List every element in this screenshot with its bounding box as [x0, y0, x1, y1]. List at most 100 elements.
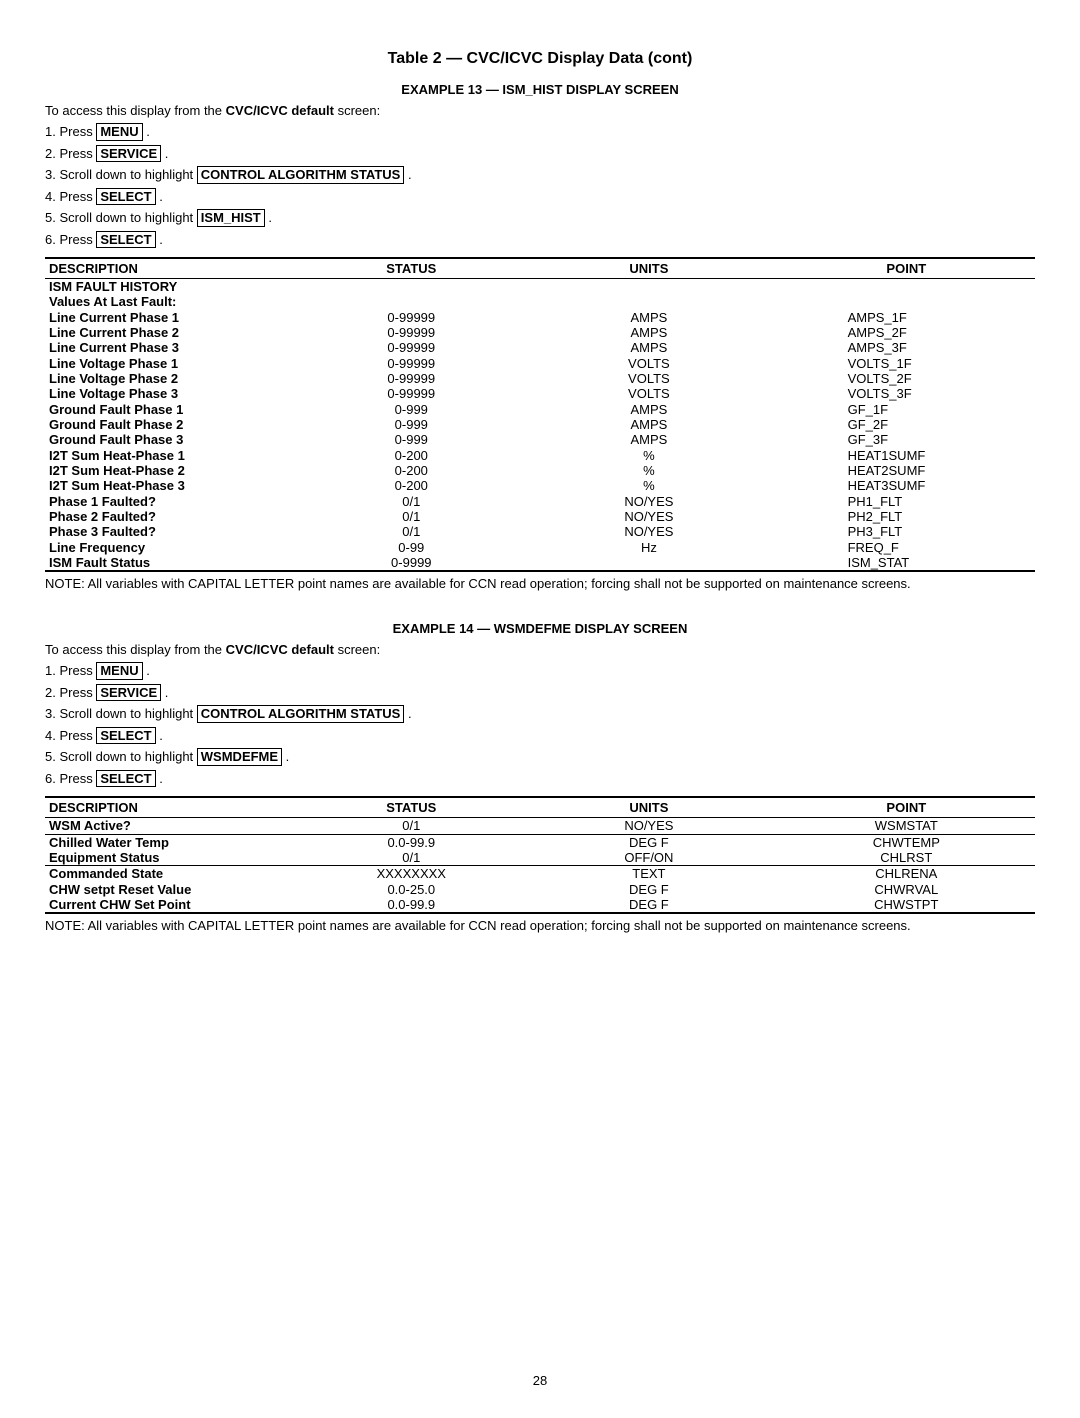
cell-units: DEG F	[520, 834, 777, 850]
step-post: .	[404, 706, 411, 721]
example13-header: EXAMPLE 13 — ISM_HIST DISPLAY SCREEN	[45, 82, 1035, 97]
intro-suffix: screen:	[334, 103, 380, 118]
cell-description: Current CHW Set Point	[45, 897, 302, 913]
cell-status: 0.0-99.9	[302, 834, 520, 850]
table-row: Line Current Phase 10-99999AMPSAMPS_1F	[45, 310, 1035, 325]
cell-description: ISM Fault Status	[45, 555, 302, 571]
table-row: Phase 2 Faulted?0/1NO/YESPH2_FLT	[45, 509, 1035, 524]
cell-point: CHLRENA	[778, 866, 1035, 882]
cell-point: CHLRST	[778, 850, 1035, 866]
step-post: .	[156, 189, 163, 204]
cell-description: WSM Active?	[45, 818, 302, 834]
cell-units: VOLTS	[520, 371, 777, 386]
cell-units: NO/YES	[520, 524, 777, 539]
cell-description: Phase 2 Faulted?	[45, 509, 302, 524]
intro-suffix: screen:	[334, 642, 380, 657]
table-row: Line Voltage Phase 10-99999VOLTSVOLTS_1F	[45, 356, 1035, 371]
cell-point: GF_3F	[778, 432, 1035, 447]
th-description: DESCRIPTION	[45, 797, 302, 818]
cell-point: HEAT2SUMF	[778, 463, 1035, 478]
th-point: POINT	[778, 258, 1035, 279]
step-post: .	[143, 663, 150, 678]
step-box: SELECT	[96, 188, 155, 206]
cell-units: VOLTS	[520, 356, 777, 371]
step-pre: Press	[59, 685, 96, 700]
cell-point	[778, 294, 1035, 309]
step-item: 5. Scroll down to highlight WSMDEFME .	[45, 747, 1035, 767]
table-row: Commanded StateXXXXXXXXTEXTCHLRENA	[45, 866, 1035, 882]
cell-point: CHWSTPT	[778, 897, 1035, 913]
cell-status	[302, 294, 520, 309]
th-point: POINT	[778, 797, 1035, 818]
cell-description: I2T Sum Heat-Phase 2	[45, 463, 302, 478]
step-number: 6.	[45, 771, 59, 786]
step-post: .	[282, 749, 289, 764]
step-item: 3. Scroll down to highlight CONTROL ALGO…	[45, 704, 1035, 724]
cell-description: CHW setpt Reset Value	[45, 882, 302, 897]
cell-description: Commanded State	[45, 866, 302, 882]
cell-status: 0-200	[302, 448, 520, 463]
cell-description: Ground Fault Phase 2	[45, 417, 302, 432]
step-number: 3.	[45, 706, 59, 721]
step-item: 2. Press SERVICE .	[45, 683, 1035, 703]
cell-description: Line Voltage Phase 2	[45, 371, 302, 386]
step-item: 1. Press MENU .	[45, 122, 1035, 142]
cell-point: VOLTS_1F	[778, 356, 1035, 371]
th-units: UNITS	[520, 258, 777, 279]
cell-status: 0-9999	[302, 555, 520, 571]
cell-description: Line Current Phase 3	[45, 340, 302, 355]
cell-description: I2T Sum Heat-Phase 1	[45, 448, 302, 463]
cell-point: HEAT3SUMF	[778, 478, 1035, 493]
cell-status: 0-99999	[302, 340, 520, 355]
th-status: STATUS	[302, 258, 520, 279]
cell-units: NO/YES	[520, 509, 777, 524]
table-row: Phase 3 Faulted?0/1NO/YESPH3_FLT	[45, 524, 1035, 539]
step-post: .	[265, 210, 272, 225]
cell-description: Line Frequency	[45, 540, 302, 555]
intro-bold: CVC/ICVC default	[226, 642, 334, 657]
cell-point: PH3_FLT	[778, 524, 1035, 539]
cell-status: 0/1	[302, 494, 520, 509]
step-number: 3.	[45, 167, 59, 182]
table-row: Ground Fault Phase 20-999AMPSGF_2F	[45, 417, 1035, 432]
cell-units: NO/YES	[520, 818, 777, 834]
step-post: .	[156, 232, 163, 247]
step-item: 4. Press SELECT .	[45, 726, 1035, 746]
cell-point: HEAT1SUMF	[778, 448, 1035, 463]
step-box: SELECT	[96, 770, 155, 788]
cell-units: VOLTS	[520, 386, 777, 401]
step-box: SERVICE	[96, 145, 161, 163]
cell-status: 0-99	[302, 540, 520, 555]
step-post: .	[404, 167, 411, 182]
example14-header: EXAMPLE 14 — WSMDEFME DISPLAY SCREEN	[45, 621, 1035, 636]
cell-status: 0-200	[302, 463, 520, 478]
table-row: Chilled Water Temp0.0-99.9DEG FCHWTEMP	[45, 834, 1035, 850]
step-pre: Scroll down to highlight	[59, 167, 196, 182]
cell-description: ISM FAULT HISTORY	[45, 279, 302, 295]
cell-description: Line Current Phase 1	[45, 310, 302, 325]
step-number: 2.	[45, 146, 59, 161]
table-row: Ground Fault Phase 30-999AMPSGF_3F	[45, 432, 1035, 447]
cell-units: AMPS	[520, 340, 777, 355]
intro-prefix: To access this display from the	[45, 642, 226, 657]
step-box: SELECT	[96, 231, 155, 249]
step-box: CONTROL ALGORITHM STATUS	[197, 166, 405, 184]
cell-status: 0-999	[302, 432, 520, 447]
cell-description: Phase 3 Faulted?	[45, 524, 302, 539]
cell-point: PH1_FLT	[778, 494, 1035, 509]
step-number: 2.	[45, 685, 59, 700]
step-pre: Press	[59, 124, 96, 139]
cell-point: GF_2F	[778, 417, 1035, 432]
cell-point: AMPS_1F	[778, 310, 1035, 325]
cell-point: CHWRVAL	[778, 882, 1035, 897]
cell-description: Line Current Phase 2	[45, 325, 302, 340]
example13-steps: 1. Press MENU . 2. Press SERVICE . 3. Scro…	[45, 122, 1035, 249]
cell-status	[302, 279, 520, 295]
th-units: UNITS	[520, 797, 777, 818]
cell-description: Ground Fault Phase 1	[45, 402, 302, 417]
cell-units: %	[520, 478, 777, 493]
cell-point: FREQ_F	[778, 540, 1035, 555]
step-box: ISM_HIST	[197, 209, 265, 227]
step-pre: Press	[59, 771, 96, 786]
cell-status: 0-200	[302, 478, 520, 493]
